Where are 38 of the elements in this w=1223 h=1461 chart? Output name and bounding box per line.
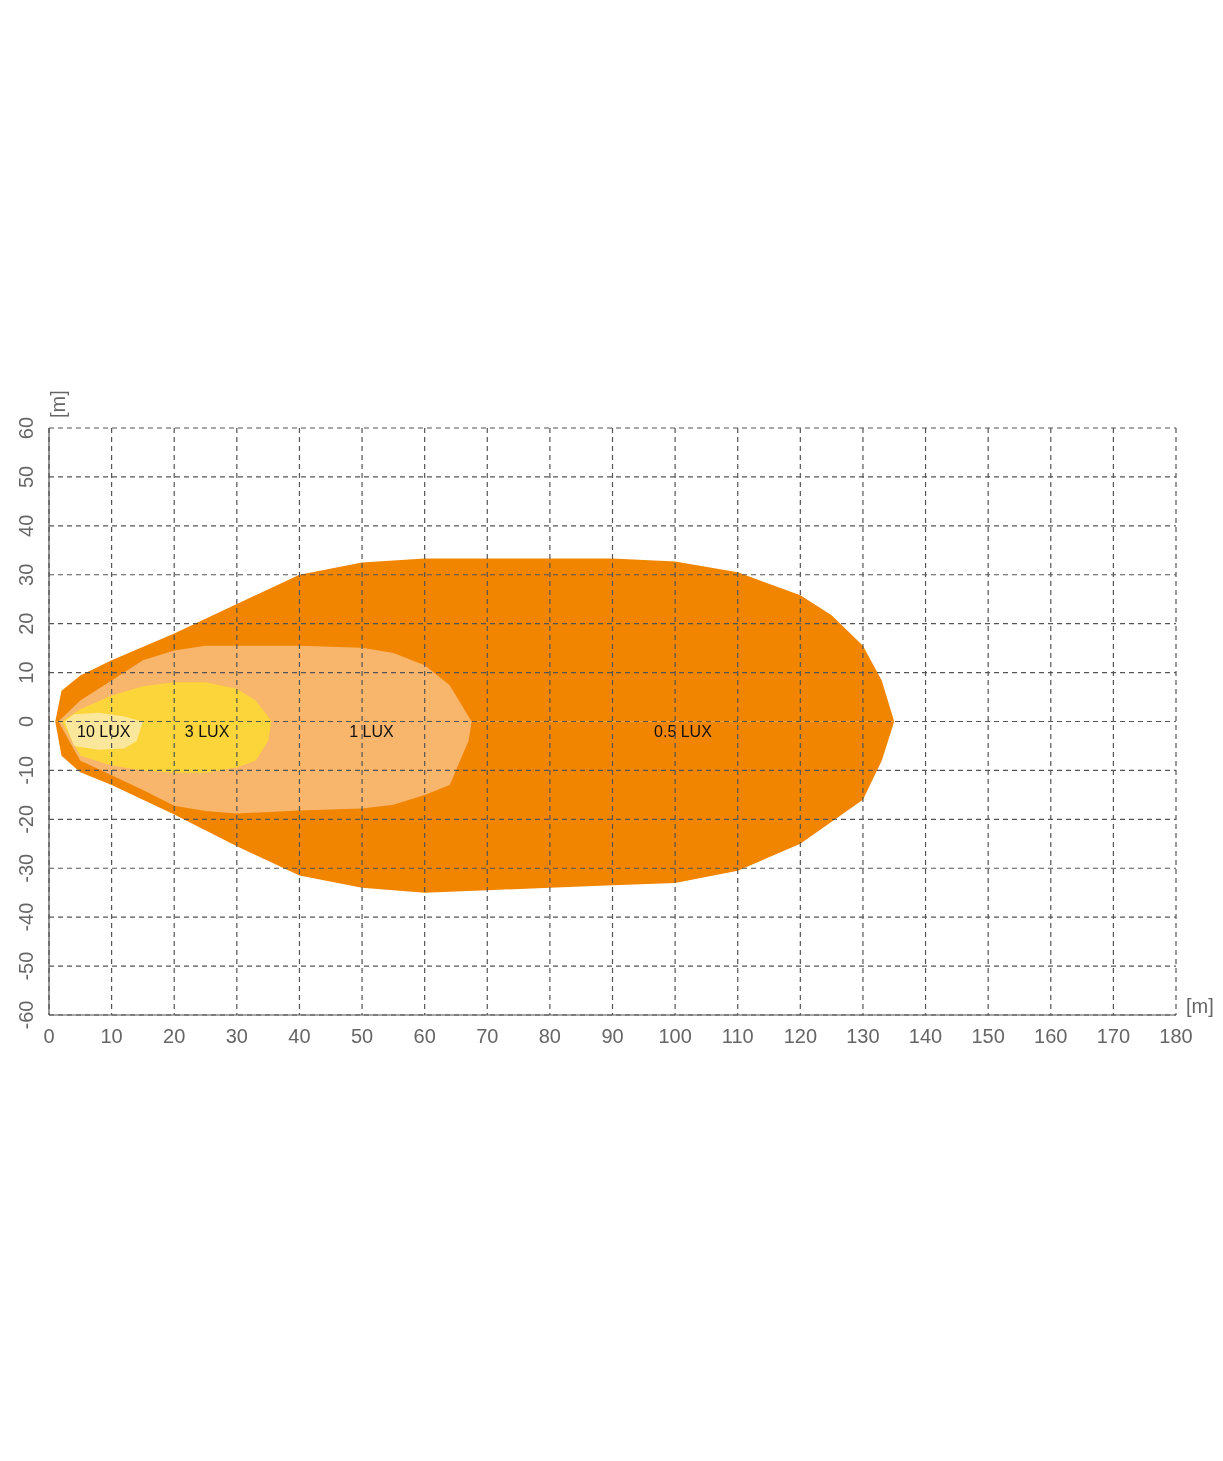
series-label: 10 LUX (77, 723, 131, 741)
y-tick-label: 20 (15, 612, 37, 635)
x-tick-label: 140 (908, 1025, 943, 1047)
y-tick-label: -60 (15, 1000, 37, 1030)
x-tick-label: 170 (1096, 1025, 1131, 1047)
x-tick-label: 150 (971, 1025, 1005, 1047)
x-tick-label: 110 (721, 1025, 754, 1047)
x-tick-label: 120 (783, 1025, 818, 1047)
x-tick-label: 30 (225, 1025, 248, 1047)
y-tick-label: -40 (15, 902, 37, 932)
x-tick-label: 100 (658, 1025, 692, 1047)
x-tick-label: 180 (1159, 1025, 1193, 1047)
x-axis-title: [m] (1186, 995, 1214, 1017)
x-tick-label: 20 (163, 1025, 186, 1047)
x-tick-label: 70 (476, 1025, 499, 1047)
x-tick-label: 90 (601, 1025, 624, 1047)
y-axis-title: [m] (47, 390, 69, 418)
x-tick-label: 60 (413, 1025, 436, 1047)
y-tick-label: 30 (15, 563, 37, 586)
x-tick-label: 50 (350, 1025, 374, 1047)
y-tick-label: -50 (15, 951, 37, 981)
x-tick-label: 80 (538, 1025, 562, 1047)
y-tick-label: 0 (15, 715, 37, 728)
series-label: 0.5 LUX (654, 723, 713, 741)
y-tick-label: 60 (15, 416, 37, 440)
series-label: 3 LUX (184, 723, 230, 741)
y-tick-label: 50 (15, 465, 37, 489)
y-tick-label: -20 (15, 804, 37, 834)
y-tick-label: 10 (15, 661, 37, 684)
y-tick-label: -30 (15, 853, 37, 883)
y-tick-label: 40 (15, 514, 37, 537)
x-tick-label: 10 (100, 1025, 123, 1047)
series-label: 1 LUX (349, 723, 395, 741)
x-tick-label: 160 (1034, 1025, 1068, 1047)
x-tick-label: 130 (846, 1025, 880, 1047)
y-tick-label: -10 (15, 755, 37, 785)
x-tick-label: 40 (288, 1025, 311, 1047)
x-tick-label: 0 (43, 1025, 55, 1047)
